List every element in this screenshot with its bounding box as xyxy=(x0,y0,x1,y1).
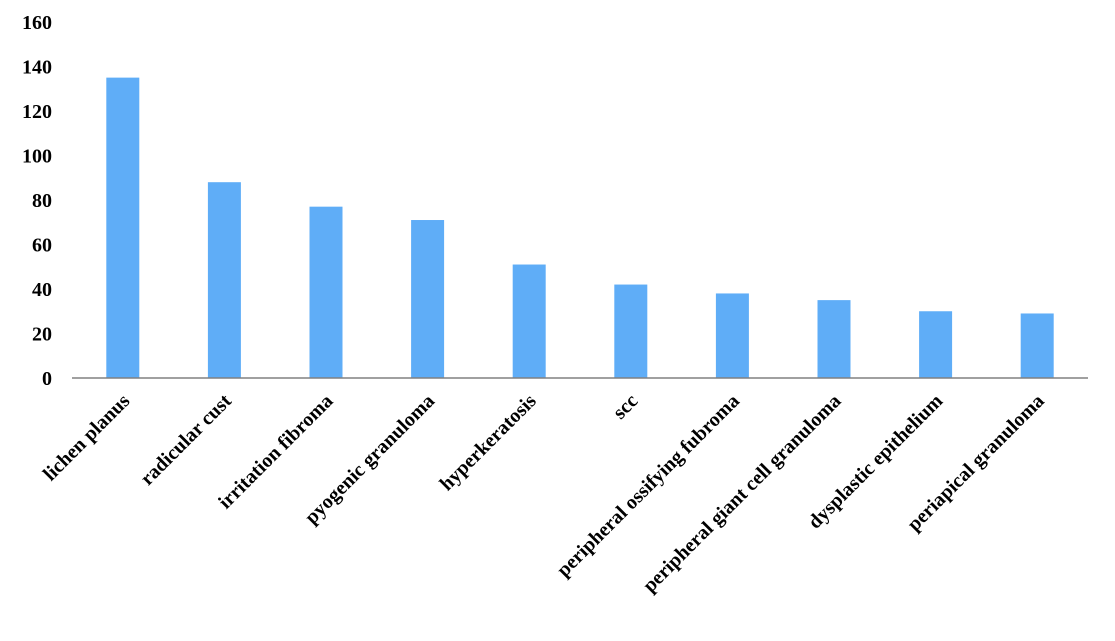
bar xyxy=(919,311,953,378)
bar xyxy=(207,182,241,378)
bar xyxy=(614,284,648,378)
y-tick-label: 80 xyxy=(32,190,52,212)
bar xyxy=(309,206,343,378)
bar xyxy=(512,264,546,378)
y-axis-ticks: 0 20 40 60 80 100 120 140 160 xyxy=(22,12,52,390)
x-category-label: hyperkeratosis xyxy=(436,390,541,495)
bars-group xyxy=(106,77,1054,378)
x-category-label: radicular cust xyxy=(136,390,236,490)
y-tick-label: 40 xyxy=(32,279,52,301)
x-category-label: peripheral ossifying fubroma xyxy=(553,390,744,581)
y-tick-label: 60 xyxy=(32,235,52,257)
bar xyxy=(715,293,749,378)
x-category-label: lichen planus xyxy=(39,390,134,485)
y-tick-label: 120 xyxy=(22,101,52,123)
bar xyxy=(817,300,851,378)
bar xyxy=(1020,313,1054,378)
y-tick-label: 160 xyxy=(22,12,52,34)
bar xyxy=(106,77,140,378)
x-category-label: peripheral giant cell granuloma xyxy=(639,390,846,597)
x-category-label: scc xyxy=(609,390,643,424)
y-tick-label: 20 xyxy=(32,324,52,346)
y-tick-label: 0 xyxy=(42,368,52,390)
bar xyxy=(411,220,445,378)
y-tick-label: 100 xyxy=(22,146,52,168)
y-tick-label: 140 xyxy=(22,57,52,79)
